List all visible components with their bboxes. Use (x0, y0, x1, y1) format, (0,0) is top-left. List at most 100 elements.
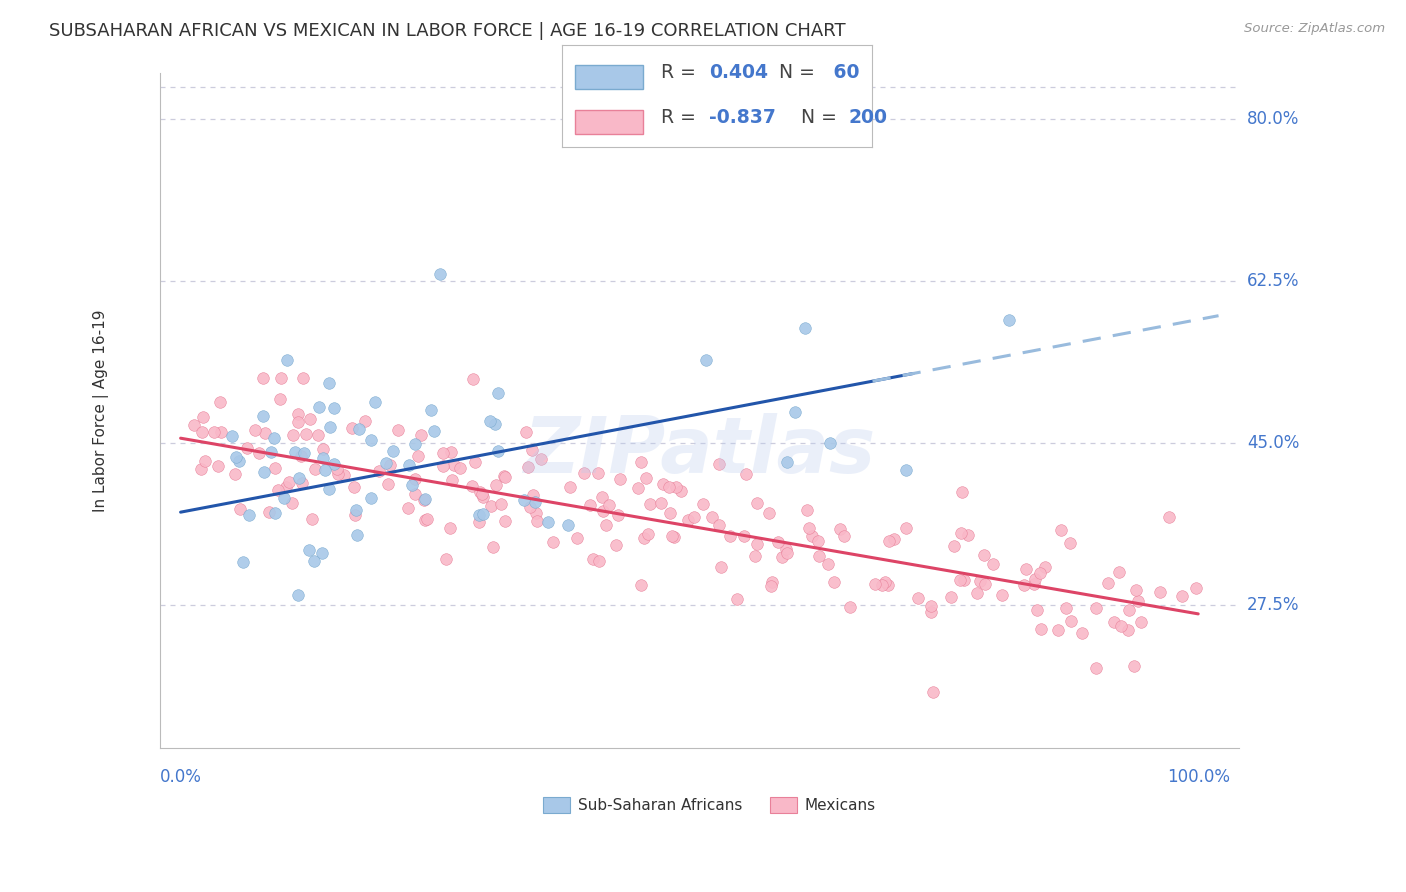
Point (254, 425, 277, 440)
Point (343, 508, 366, 522)
Point (1071, 626, 1094, 640)
Text: N =: N = (800, 108, 842, 127)
Point (775, 542, 797, 557)
Point (695, 353, 717, 368)
Point (1116, 623, 1139, 637)
Point (367, 465, 389, 479)
Point (517, 459, 540, 474)
Point (1046, 623, 1069, 637)
Point (745, 537, 768, 551)
Point (1085, 661, 1108, 675)
Point (894, 463, 917, 477)
Point (221, 428, 243, 442)
Point (522, 443, 544, 458)
Point (274, 480, 297, 494)
Point (413, 513, 436, 527)
Point (522, 488, 544, 502)
Point (416, 512, 439, 526)
Point (797, 521, 820, 535)
Text: -0.837: -0.837 (710, 108, 776, 127)
Text: 62.5%: 62.5% (1247, 272, 1299, 290)
Point (761, 575, 783, 590)
Point (1054, 600, 1077, 615)
Text: 200: 200 (849, 108, 887, 127)
Point (232, 555, 254, 569)
Point (252, 371, 274, 385)
Point (191, 425, 214, 439)
Point (692, 498, 714, 512)
Point (441, 474, 464, 488)
Text: N =: N = (779, 62, 821, 82)
Point (460, 478, 482, 492)
Point (591, 491, 613, 505)
Point (1024, 576, 1046, 591)
Point (253, 465, 276, 479)
Point (1128, 594, 1150, 608)
Point (228, 454, 250, 468)
Point (224, 467, 246, 481)
Point (257, 505, 280, 519)
Point (1149, 585, 1171, 599)
Point (194, 454, 217, 468)
Point (229, 502, 252, 516)
Point (471, 487, 494, 501)
Point (761, 579, 783, 593)
Point (974, 576, 997, 591)
Point (823, 574, 845, 589)
Point (1123, 658, 1146, 673)
Point (702, 510, 724, 524)
Point (524, 506, 547, 520)
Point (1097, 575, 1119, 590)
Point (588, 466, 610, 480)
Point (292, 446, 315, 460)
Text: SUBSAHARAN AFRICAN VS MEXICAN IN LABOR FORCE | AGE 16-19 CORRELATION CHART: SUBSAHARAN AFRICAN VS MEXICAN IN LABOR F… (49, 22, 846, 40)
Point (770, 549, 793, 564)
Point (404, 472, 426, 486)
Point (276, 353, 298, 368)
Point (1050, 524, 1073, 538)
FancyBboxPatch shape (543, 797, 571, 814)
Point (941, 590, 963, 604)
Point (479, 499, 502, 513)
Text: 27.5%: 27.5% (1247, 596, 1299, 614)
Point (1015, 562, 1038, 576)
Point (429, 268, 451, 282)
Point (806, 533, 828, 548)
Point (464, 455, 486, 469)
Point (922, 685, 945, 699)
Point (340, 421, 363, 435)
Point (485, 477, 508, 491)
Point (676, 513, 699, 527)
Point (494, 469, 516, 483)
Point (664, 530, 686, 544)
Point (650, 496, 672, 510)
Point (260, 444, 283, 458)
Point (830, 522, 852, 536)
Point (301, 512, 323, 526)
Point (796, 503, 818, 517)
Point (637, 527, 659, 541)
Text: 0.404: 0.404 (710, 62, 768, 82)
Point (661, 529, 683, 543)
Point (202, 425, 225, 439)
Point (263, 506, 285, 520)
Point (983, 557, 1005, 571)
Point (312, 442, 335, 456)
Point (776, 455, 799, 469)
Point (572, 466, 595, 480)
Point (907, 591, 929, 605)
Point (1084, 601, 1107, 615)
Point (209, 394, 232, 409)
Point (669, 484, 692, 499)
Point (412, 492, 434, 507)
Point (658, 506, 681, 520)
Point (252, 409, 274, 424)
Point (832, 529, 855, 543)
Point (794, 320, 817, 334)
Point (683, 510, 706, 524)
Point (808, 549, 831, 563)
Point (1029, 622, 1052, 636)
Text: Sub-Saharan Africans: Sub-Saharan Africans (578, 797, 742, 813)
Point (263, 431, 285, 445)
Point (411, 428, 433, 442)
